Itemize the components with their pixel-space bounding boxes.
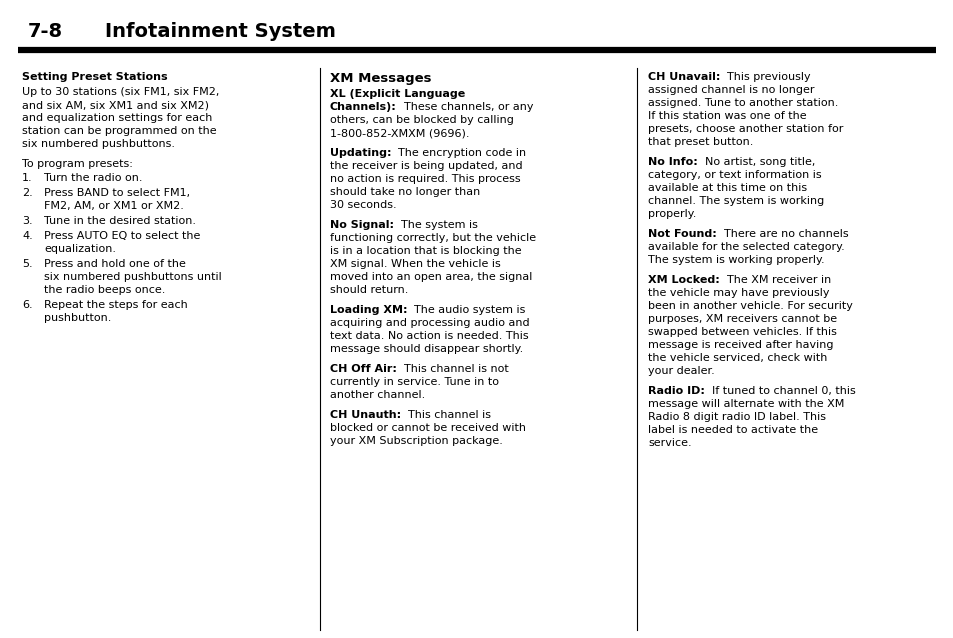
Text: Up to 30 stations (six FM1, six FM2,: Up to 30 stations (six FM1, six FM2, (22, 87, 219, 97)
Text: 30 seconds.: 30 seconds. (330, 200, 396, 210)
Text: Repeat the steps for each: Repeat the steps for each (44, 300, 188, 310)
Text: No artist, song title,: No artist, song title, (697, 157, 814, 167)
Text: blocked or cannot be received with: blocked or cannot be received with (330, 423, 525, 433)
Text: your dealer.: your dealer. (647, 366, 714, 376)
Text: 5.: 5. (22, 259, 32, 269)
Text: your XM Subscription package.: your XM Subscription package. (330, 436, 502, 446)
Text: message should disappear shortly.: message should disappear shortly. (330, 344, 522, 354)
Text: This channel is: This channel is (400, 410, 491, 420)
Text: assigned. Tune to another station.: assigned. Tune to another station. (647, 98, 838, 108)
Text: no action is required. This process: no action is required. This process (330, 174, 520, 184)
Text: FM2, AM, or XM1 or XM2.: FM2, AM, or XM1 or XM2. (44, 201, 184, 211)
Text: available at this time on this: available at this time on this (647, 183, 806, 193)
Text: text data. No action is needed. This: text data. No action is needed. This (330, 331, 528, 341)
Text: Setting Preset Stations: Setting Preset Stations (22, 72, 168, 82)
Text: Channels):: Channels): (330, 102, 396, 112)
Text: been in another vehicle. For security: been in another vehicle. For security (647, 301, 852, 311)
Text: the receiver is being updated, and: the receiver is being updated, and (330, 161, 522, 171)
Text: If tuned to channel 0, this: If tuned to channel 0, this (704, 386, 855, 396)
Text: The encryption code in: The encryption code in (391, 148, 526, 158)
Text: XM Locked:: XM Locked: (647, 275, 719, 285)
Text: should return.: should return. (330, 285, 408, 295)
Text: Press AUTO EQ to select the: Press AUTO EQ to select the (44, 231, 200, 241)
Text: is in a location that is blocking the: is in a location that is blocking the (330, 246, 521, 256)
Text: station can be programmed on the: station can be programmed on the (22, 126, 216, 136)
Text: 2.: 2. (22, 188, 32, 198)
Text: CH Unauth:: CH Unauth: (330, 410, 400, 420)
Text: If this station was one of the: If this station was one of the (647, 111, 806, 121)
Text: This channel is not: This channel is not (396, 364, 508, 374)
Text: 7-8: 7-8 (28, 22, 63, 41)
Text: Loading XM:: Loading XM: (330, 305, 407, 315)
Text: currently in service. Tune in to: currently in service. Tune in to (330, 377, 498, 387)
Text: 6.: 6. (22, 300, 32, 310)
Text: service.: service. (647, 438, 691, 448)
Text: the vehicle may have previously: the vehicle may have previously (647, 288, 828, 298)
Text: This previously: This previously (720, 72, 810, 82)
Text: label is needed to activate the: label is needed to activate the (647, 425, 818, 435)
Text: 4.: 4. (22, 231, 32, 241)
Text: Radio ID:: Radio ID: (647, 386, 704, 396)
Text: swapped between vehicles. If this: swapped between vehicles. If this (647, 327, 836, 337)
Text: and six AM, six XM1 and six XM2): and six AM, six XM1 and six XM2) (22, 100, 209, 110)
Text: CH Unavail:: CH Unavail: (647, 72, 720, 82)
Text: message will alternate with the XM: message will alternate with the XM (647, 399, 843, 409)
Text: 3.: 3. (22, 216, 32, 226)
Text: assigned channel is no longer: assigned channel is no longer (647, 85, 814, 95)
Text: To program presets:: To program presets: (22, 159, 132, 169)
Text: moved into an open area, the signal: moved into an open area, the signal (330, 272, 532, 282)
Text: presets, choose another station for: presets, choose another station for (647, 124, 842, 134)
Text: XM signal. When the vehicle is: XM signal. When the vehicle is (330, 259, 500, 269)
Text: should take no longer than: should take no longer than (330, 187, 479, 197)
Text: XL (Explicit Language: XL (Explicit Language (330, 89, 465, 99)
Text: These channels, or any: These channels, or any (396, 102, 533, 112)
Text: purposes, XM receivers cannot be: purposes, XM receivers cannot be (647, 314, 836, 324)
Text: Infotainment System: Infotainment System (105, 22, 335, 41)
Text: The system is working properly.: The system is working properly. (647, 255, 823, 265)
Text: the radio beeps once.: the radio beeps once. (44, 285, 165, 295)
Text: six numbered pushbuttons until: six numbered pushbuttons until (44, 272, 221, 282)
Text: that preset button.: that preset button. (647, 137, 753, 147)
Text: the vehicle serviced, check with: the vehicle serviced, check with (647, 353, 826, 363)
Text: Press and hold one of the: Press and hold one of the (44, 259, 186, 269)
Text: CH Off Air:: CH Off Air: (330, 364, 396, 374)
Text: another channel.: another channel. (330, 390, 425, 400)
Text: Not Found:: Not Found: (647, 229, 716, 239)
Text: Updating:: Updating: (330, 148, 391, 158)
Text: available for the selected category.: available for the selected category. (647, 242, 843, 252)
Text: XM Messages: XM Messages (330, 72, 431, 85)
Text: The audio system is: The audio system is (407, 305, 525, 315)
Text: category, or text information is: category, or text information is (647, 170, 821, 180)
Text: The XM receiver in: The XM receiver in (719, 275, 830, 285)
Text: Turn the radio on.: Turn the radio on. (44, 173, 142, 183)
Text: The system is: The system is (394, 220, 477, 230)
Text: others, can be blocked by calling: others, can be blocked by calling (330, 115, 514, 125)
Text: acquiring and processing audio and: acquiring and processing audio and (330, 318, 529, 328)
Text: channel. The system is working: channel. The system is working (647, 196, 823, 206)
Text: and equalization settings for each: and equalization settings for each (22, 113, 213, 123)
Text: There are no channels: There are no channels (716, 229, 847, 239)
Text: No Signal:: No Signal: (330, 220, 394, 230)
Text: 1-800-852-XMXM (9696).: 1-800-852-XMXM (9696). (330, 128, 469, 138)
Text: message is received after having: message is received after having (647, 340, 833, 350)
Text: properly.: properly. (647, 209, 696, 219)
Text: Tune in the desired station.: Tune in the desired station. (44, 216, 195, 226)
Text: 1.: 1. (22, 173, 32, 183)
Text: six numbered pushbuttons.: six numbered pushbuttons. (22, 139, 174, 149)
Text: Radio 8 digit radio ID label. This: Radio 8 digit radio ID label. This (647, 412, 825, 422)
Text: equalization.: equalization. (44, 244, 116, 254)
Text: pushbutton.: pushbutton. (44, 313, 112, 323)
Text: Press BAND to select FM1,: Press BAND to select FM1, (44, 188, 190, 198)
Text: functioning correctly, but the vehicle: functioning correctly, but the vehicle (330, 233, 536, 243)
Text: No Info:: No Info: (647, 157, 697, 167)
